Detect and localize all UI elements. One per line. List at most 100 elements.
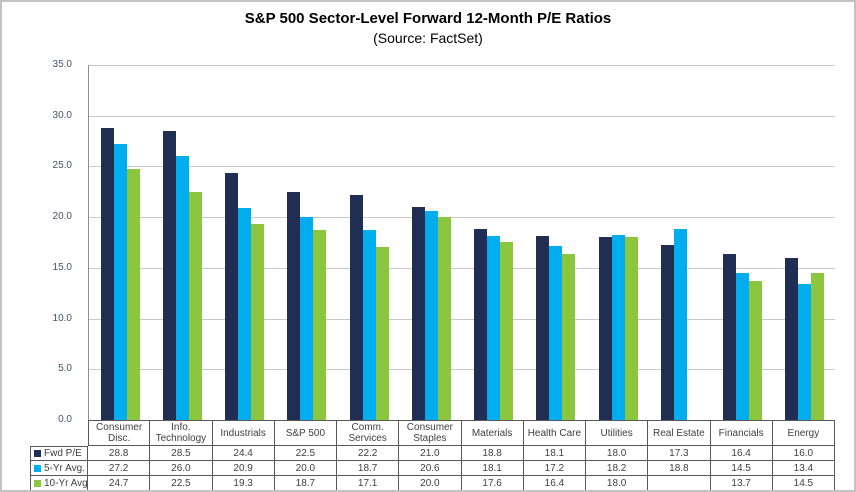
table-value-cell: 18.8 xyxy=(648,461,711,476)
bar xyxy=(375,246,389,420)
legend-label: 10-Yr Avg. xyxy=(44,477,88,489)
table-value-cell: 17.2 xyxy=(523,461,586,476)
bar xyxy=(175,156,189,420)
bar xyxy=(251,224,265,420)
bar xyxy=(100,127,114,420)
bar-group xyxy=(151,65,213,420)
bar xyxy=(487,236,501,420)
table-value-cell: 18.1 xyxy=(461,461,524,476)
table-value-cell: 27.2 xyxy=(88,461,151,476)
bar xyxy=(349,194,363,420)
y-axis-label: 25.0 xyxy=(52,160,72,172)
bar xyxy=(562,253,576,420)
gridline xyxy=(89,318,835,320)
bar xyxy=(785,257,799,420)
table-value-cell: 18.2 xyxy=(586,461,649,476)
category-header-cell: Consumer Disc. xyxy=(88,420,151,446)
bar-group xyxy=(774,65,836,420)
category-header-cell: Comm. Services xyxy=(337,420,400,446)
y-axis-label: 20.0 xyxy=(52,211,72,223)
table-value-cell: 24.4 xyxy=(212,446,275,461)
bar xyxy=(660,244,674,420)
bar xyxy=(238,208,252,420)
table-value-cell: 22.5 xyxy=(274,446,337,461)
bar-group xyxy=(89,65,151,420)
table-value-cell: 16.4 xyxy=(523,476,586,490)
legend-cell: Fwd P/E xyxy=(30,446,88,461)
table-value-cell: 28.8 xyxy=(88,446,151,461)
table-value-cell: 18.1 xyxy=(523,446,586,461)
bar xyxy=(536,236,550,420)
table-value-cell: 17.6 xyxy=(461,476,524,490)
table-value-cell: 17.3 xyxy=(648,446,711,461)
table-value-cell: 20.0 xyxy=(274,461,337,476)
gridline xyxy=(89,115,835,117)
table-value-cell: 14.5 xyxy=(710,461,773,476)
bar xyxy=(113,144,127,420)
bar-group xyxy=(587,65,649,420)
table-value-cell: 18.0 xyxy=(586,446,649,461)
bar xyxy=(624,237,638,420)
table-value-cell: 21.0 xyxy=(399,446,462,461)
category-header-cell: Info. Technology xyxy=(150,420,213,446)
bar xyxy=(362,230,376,420)
table-value-cell: 22.2 xyxy=(337,446,400,461)
legend-label: Fwd P/E xyxy=(44,448,82,459)
table-value-cell: 18.8 xyxy=(461,446,524,461)
bar-group xyxy=(400,65,462,420)
bar xyxy=(474,229,488,420)
table-value-cell: 18.7 xyxy=(274,476,337,490)
legend-cell: 5-Yr Avg. xyxy=(30,461,88,476)
bar xyxy=(225,172,239,420)
gridline xyxy=(89,65,835,66)
table-value-cell: 22.5 xyxy=(150,476,213,490)
bar xyxy=(437,217,451,420)
bar-group xyxy=(338,65,400,420)
legend-swatch xyxy=(34,479,41,487)
table-value-cell: 18.7 xyxy=(337,461,400,476)
bar xyxy=(500,241,514,420)
legend-label: 5-Yr Avg. xyxy=(44,462,85,474)
bar xyxy=(736,272,750,420)
y-axis-label: 5.0 xyxy=(58,363,72,375)
bar-group xyxy=(525,65,587,420)
table-corner-spacer xyxy=(30,420,88,446)
category-header-cell: Materials xyxy=(461,420,524,446)
y-axis-label: 35.0 xyxy=(52,59,72,70)
chart-title: S&P 500 Sector-Level Forward 12-Month P/… xyxy=(244,10,612,27)
y-axis-label: 30.0 xyxy=(52,109,72,121)
bar xyxy=(598,237,612,420)
table-value-cell: 28.5 xyxy=(150,446,213,461)
table-value-cell: 13.4 xyxy=(772,461,835,476)
gridline xyxy=(89,267,835,269)
bar xyxy=(424,211,438,420)
table-value-cell: 26.0 xyxy=(150,461,213,476)
table-value-cell: 14.5 xyxy=(772,476,835,490)
table-value-cell: 16.0 xyxy=(772,446,835,461)
bar-group xyxy=(276,65,338,420)
gridline xyxy=(89,369,835,371)
bar xyxy=(611,235,625,420)
table-value-cell: 13.7 xyxy=(710,476,773,490)
table-value-cell: 18.0 xyxy=(586,476,649,490)
category-header-cell: Real Estate xyxy=(648,420,711,446)
bar-group xyxy=(214,65,276,420)
bar xyxy=(673,229,687,420)
category-header-cell: Utilities xyxy=(586,420,649,446)
legend-swatch xyxy=(34,464,41,472)
y-axis: 35.0 30.0 25.0 20.0 15.0 10.0 5.0 0.0 xyxy=(20,59,72,425)
category-header-cell: Energy xyxy=(772,420,835,446)
bar xyxy=(313,230,327,420)
bar xyxy=(126,169,140,420)
table-value-cell: 24.7 xyxy=(88,476,151,490)
plot-area xyxy=(88,65,835,420)
table-value-cell: 17.1 xyxy=(337,476,400,490)
bar-group xyxy=(649,65,711,420)
table-value-cell xyxy=(648,476,711,490)
category-header-cell: S&P 500 xyxy=(274,420,337,446)
bar xyxy=(811,272,825,420)
table-value-cell: 20.9 xyxy=(212,461,275,476)
table-value-cell: 19.3 xyxy=(212,476,275,490)
table-value-cell: 20.6 xyxy=(399,461,462,476)
legend-cell: 10-Yr Avg. xyxy=(30,476,88,490)
